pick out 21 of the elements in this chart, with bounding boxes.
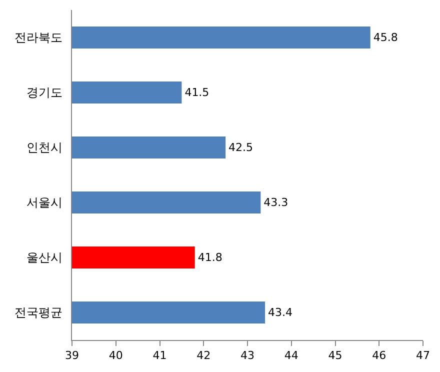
data-label: 43.4 [268,306,293,319]
data-label: 41.5 [184,86,210,99]
x-tick-label: 47 [416,349,430,362]
x-tick-label: 46 [372,349,386,362]
y-tick-label: 인천시 [26,140,63,155]
y-tick-label: 울산시 [26,250,63,265]
data-label: 41.8 [198,251,222,264]
x-tick-label: 42 [196,349,211,362]
data-label: 45.8 [373,31,398,44]
y-tick-label: 전라북도 [14,30,63,45]
x-tick-label: 40 [108,349,123,362]
data-label: 42.5 [228,141,254,154]
x-tick-label: 44 [284,349,298,362]
x-tick-label: 45 [328,349,342,362]
x-tick-label: 41 [152,349,167,362]
x-tick-label: 39 [65,349,79,362]
x-tick-label: 43 [240,349,254,362]
y-tick-label: 전국평균 [14,306,63,320]
data-label: 43.3 [264,196,288,209]
y-tick-label: 경기도 [26,86,63,100]
y-tick-label: 서울시 [26,196,63,210]
